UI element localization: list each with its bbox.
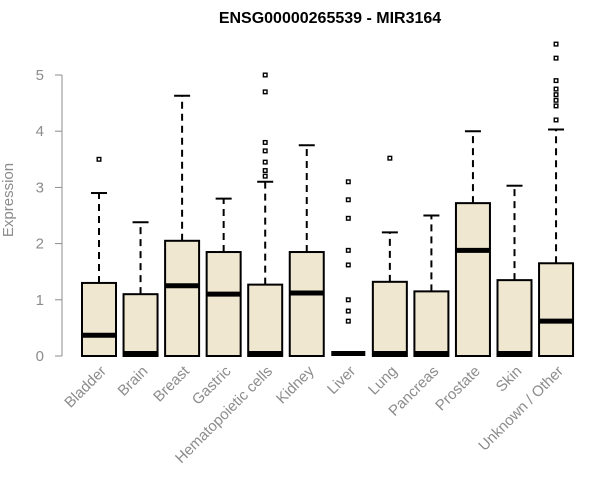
box-iqr bbox=[164, 239, 201, 357]
y-axis-label: Expression bbox=[0, 163, 17, 237]
outlier-point bbox=[262, 159, 268, 165]
box-lung bbox=[371, 155, 408, 358]
box-iqr bbox=[454, 202, 491, 357]
box-iqr bbox=[122, 293, 159, 357]
box-iqr bbox=[247, 283, 284, 358]
outlier-point bbox=[553, 55, 559, 61]
box-iqr bbox=[81, 281, 117, 357]
y-tick-label: 3 bbox=[36, 179, 44, 196]
box-breast bbox=[164, 94, 201, 357]
y-tick-label: 2 bbox=[36, 236, 44, 253]
y-tick-label: 0 bbox=[36, 348, 44, 365]
outlier-point bbox=[553, 86, 559, 92]
outlier-point bbox=[387, 155, 393, 161]
outlier-point bbox=[553, 117, 559, 123]
outlier-point bbox=[345, 262, 351, 268]
outlier-point bbox=[345, 215, 351, 221]
outlier-point bbox=[345, 179, 351, 185]
box-gastric bbox=[205, 197, 242, 357]
outlier-point bbox=[345, 308, 351, 314]
x-tick-label: Liver bbox=[324, 363, 359, 398]
box-hematopoietic-cells bbox=[247, 72, 284, 358]
outlier-point bbox=[262, 148, 268, 154]
y-tick-label: 4 bbox=[36, 123, 44, 140]
outlier-point bbox=[262, 168, 268, 174]
box-iqr bbox=[371, 280, 408, 358]
outlier-point bbox=[553, 103, 559, 109]
box-liver bbox=[331, 179, 366, 356]
outlier-point bbox=[262, 89, 268, 95]
outlier-point bbox=[553, 41, 559, 47]
x-tick-label: Brain bbox=[115, 363, 152, 400]
outlier-point bbox=[262, 139, 268, 145]
plot-area bbox=[81, 41, 575, 358]
box-skin bbox=[496, 184, 533, 358]
outlier-point bbox=[345, 197, 351, 203]
outlier-point bbox=[345, 318, 351, 324]
box-brain bbox=[122, 221, 159, 357]
x-tick-label: Bladder bbox=[61, 363, 110, 412]
outlier-point bbox=[553, 97, 559, 103]
box-iqr bbox=[538, 262, 575, 357]
x-tick-label: Kidney bbox=[273, 362, 318, 407]
box-prostate bbox=[454, 130, 491, 357]
box-iqr bbox=[205, 251, 242, 357]
x-tick-label: Skin bbox=[493, 363, 526, 396]
box-kidney bbox=[288, 144, 325, 357]
outlier-point bbox=[553, 92, 559, 98]
box-unknown-other bbox=[538, 41, 575, 357]
box-iqr bbox=[496, 279, 533, 358]
box-pancreas bbox=[413, 214, 450, 357]
y-tick-label: 5 bbox=[36, 67, 44, 84]
x-tick-label: Lung bbox=[365, 363, 401, 399]
outlier-point bbox=[345, 297, 351, 303]
chart-title: ENSG00000265539 - MIR3164 bbox=[219, 10, 441, 27]
outlier-point bbox=[96, 156, 102, 162]
outlier-point bbox=[553, 78, 559, 84]
box-iqr bbox=[288, 251, 325, 357]
y-axis: 0 1 2 3 4 5 bbox=[36, 67, 63, 365]
outlier-point bbox=[345, 247, 351, 253]
box-iqr bbox=[413, 290, 450, 357]
box-bladder bbox=[81, 156, 117, 357]
y-tick-label: 1 bbox=[36, 292, 44, 309]
x-tick-label: Prostate bbox=[432, 363, 484, 415]
outlier-point bbox=[262, 72, 268, 78]
x-tick-label: Breast bbox=[150, 362, 193, 405]
outlier-point bbox=[262, 173, 268, 179]
